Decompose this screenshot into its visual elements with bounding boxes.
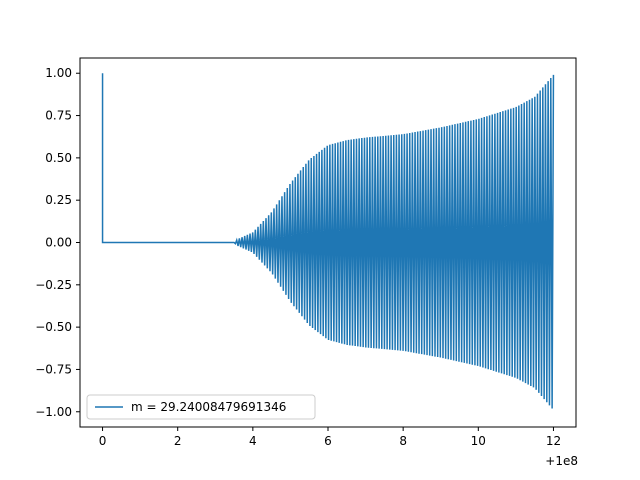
legend-box bbox=[86, 394, 316, 420]
y-tick-label: −0.50 bbox=[35, 320, 72, 334]
y-tick-label: −1.00 bbox=[35, 405, 72, 419]
x-tick-label: 10 bbox=[471, 434, 486, 448]
series-layer bbox=[101, 73, 555, 409]
y-tick-label: −0.25 bbox=[35, 278, 72, 292]
legend: m = 29.24008479691346 bbox=[86, 394, 316, 420]
y-tick-label: 0.75 bbox=[45, 109, 72, 123]
y-tick-label: 1.00 bbox=[45, 66, 72, 80]
legend-label: m = 29.24008479691346 bbox=[131, 400, 286, 414]
series-line bbox=[101, 73, 555, 409]
y-tick-label: −0.75 bbox=[35, 362, 72, 376]
x-tick-label: 6 bbox=[324, 434, 332, 448]
x-axis-offset-label: +1e8 bbox=[545, 454, 578, 468]
y-tick-label: 0.25 bbox=[45, 193, 72, 207]
y-tick-label: 0.50 bbox=[45, 151, 72, 165]
y-axis: 1.00 0.75 0.50 0.25 0.00 −0.25 −0.50 −0.75 −1.00 bbox=[35, 66, 80, 419]
x-tick-label: 2 bbox=[174, 434, 182, 448]
x-axis: 0 2 4 6 8 10 12 bbox=[99, 427, 561, 448]
y-tick-label: 0.00 bbox=[45, 236, 72, 250]
x-tick-label: 8 bbox=[399, 434, 407, 448]
x-tick-label: 4 bbox=[249, 434, 257, 448]
x-tick-label: 0 bbox=[99, 434, 107, 448]
x-tick-label: 12 bbox=[546, 434, 561, 448]
